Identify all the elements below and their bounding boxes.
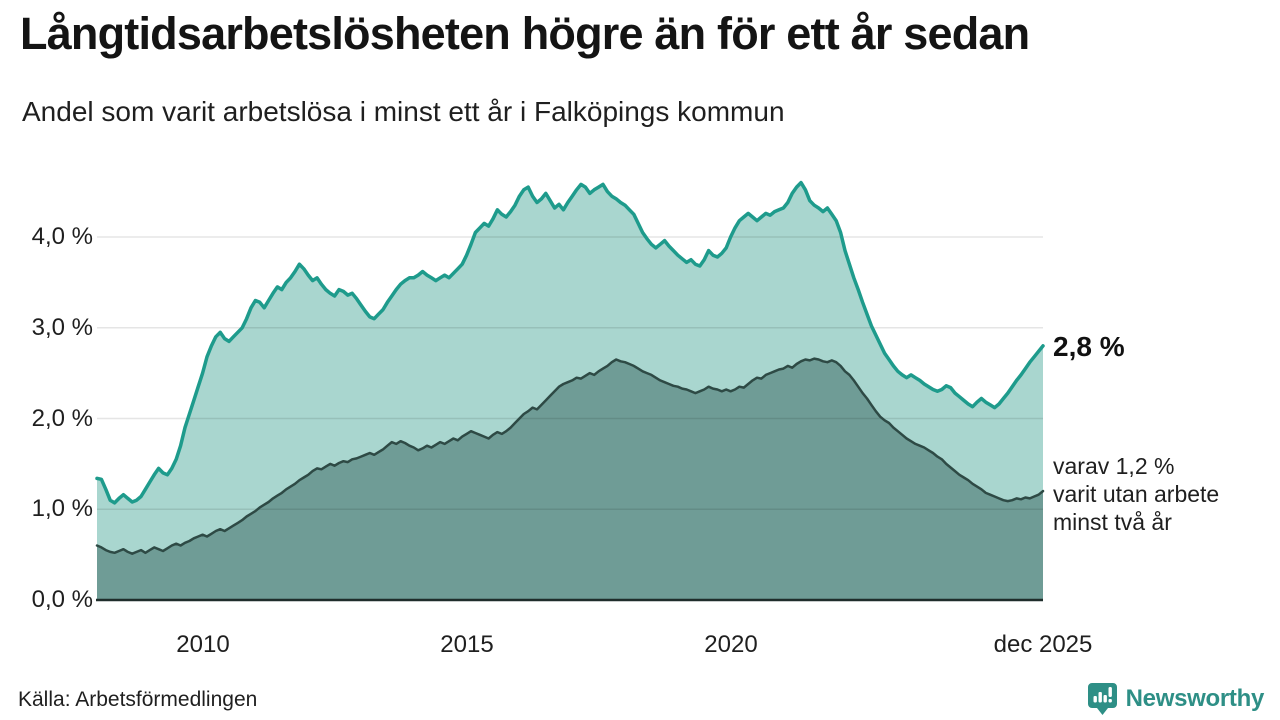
y-tick-label: 4,0 %: [31, 223, 93, 250]
newsworthy-logo: Newsworthy: [1087, 682, 1264, 716]
y-tick-label: 1,0 %: [31, 495, 93, 523]
logo-exclamation-stem: [1108, 687, 1112, 697]
subset-label-line3: minst två år: [1053, 509, 1172, 535]
logo-exclamation-dot: [1108, 699, 1112, 703]
newsworthy-logo-text: Newsworthy: [1125, 685, 1265, 712]
x-tick-label: dec 2025: [993, 631, 1093, 658]
chart-subtitle: Andel som varit arbetslösa i minst ett å…: [22, 96, 785, 127]
series-area-1: [97, 358, 1043, 600]
y-tick-label: 0,0 %: [31, 586, 93, 613]
y-tick-label: 2,0 %: [31, 404, 93, 432]
logo-bar-2: [1098, 692, 1102, 703]
logo-bar-3: [1103, 695, 1107, 703]
subset-label-line1: varav 1,2 %: [1053, 453, 1175, 479]
series-line-0: [95, 180, 1045, 505]
logo-bubble: [1087, 683, 1117, 715]
x-tick-label: 2020: [704, 631, 758, 658]
y-tick-label: 3,0 %: [31, 313, 93, 341]
source-note: Källa: Arbetsförmedlingen: [18, 688, 258, 711]
latest-value-label: 2,8 %: [1053, 331, 1125, 362]
x-tick-label: 2015: [440, 631, 494, 658]
series-line-1: [95, 357, 1045, 555]
page-title: Långtidsarbetslösheten högre än för ett …: [20, 8, 1030, 59]
logo-bar-1: [1093, 696, 1097, 703]
newsworthy-logo-icon: [1087, 683, 1117, 715]
x-tick-label: 2010: [176, 631, 230, 658]
subset-label-line2: varit utan arbete: [1053, 481, 1220, 507]
subset-value-label: varav 1,2 % varit utan arbete minst två …: [1053, 452, 1219, 536]
